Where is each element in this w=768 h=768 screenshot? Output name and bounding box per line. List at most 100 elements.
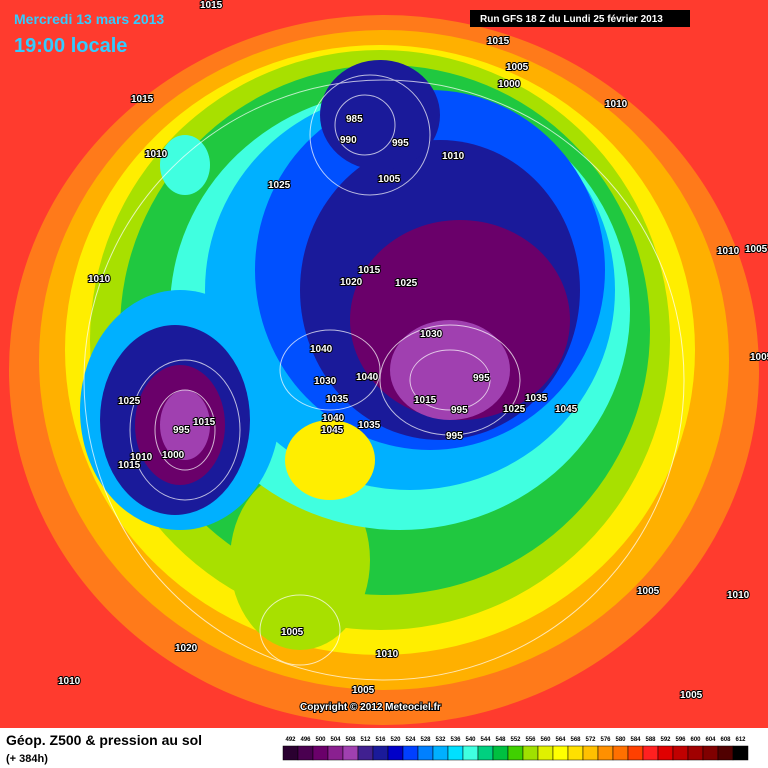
scale-swatch: [432, 745, 449, 761]
scale-swatch: [552, 745, 569, 761]
scale-swatch: [732, 745, 749, 761]
isobar-label: 1015: [487, 36, 510, 47]
scale-label: 528: [420, 737, 431, 743]
isobar-label: 1025: [503, 404, 526, 415]
scale-label: 564: [555, 737, 566, 743]
scale-label: 512: [360, 737, 371, 743]
legend-lead: (+ 384h): [6, 753, 48, 765]
scale-swatch: [402, 745, 419, 761]
scale-swatch: [582, 745, 599, 761]
isobar-label: 1045: [321, 425, 344, 436]
isobar-label: 1025: [118, 396, 141, 407]
isobar-label: 1010: [717, 246, 740, 257]
isobar-label: 1010: [58, 676, 81, 687]
isobar-label: 995: [446, 431, 463, 442]
scale-swatch: [567, 745, 584, 761]
scale-label: 584: [630, 737, 641, 743]
scale-swatch: [342, 745, 359, 761]
scale-label: 596: [675, 737, 686, 743]
scale-swatch: [522, 745, 539, 761]
isobar-label: 1015: [414, 395, 437, 406]
scale-label: 508: [345, 737, 356, 743]
scale-swatch: [717, 745, 734, 761]
scale-label: 592: [660, 737, 671, 743]
scale-label: 556: [525, 737, 536, 743]
isobar-label: 1005: [637, 586, 660, 597]
isobar-label: 1005: [352, 685, 375, 696]
scale-label: 504: [330, 737, 341, 743]
isobar-label: 1035: [525, 393, 548, 404]
isobar-label: 1005: [745, 244, 768, 255]
isobar-label: 1040: [310, 344, 333, 355]
isobars: [83, 74, 685, 681]
isobar-label: 1015: [131, 94, 154, 105]
scale-label: 612: [735, 737, 746, 743]
isobar-label: 1010: [130, 452, 153, 463]
isobar-label: 1025: [268, 180, 291, 191]
isobar-label: 995: [451, 405, 468, 416]
scale-swatch: [372, 745, 389, 761]
scale-swatch: [507, 745, 524, 761]
isobar-label: 1010: [605, 99, 628, 110]
scale-label: 576: [600, 737, 611, 743]
scale-swatch: [702, 745, 719, 761]
isobar-label: 1035: [326, 394, 349, 405]
scale-label: 604: [705, 737, 716, 743]
scale-label: 520: [390, 737, 401, 743]
isobar-label: 990: [340, 135, 357, 146]
isobar-label: 1000: [162, 450, 185, 461]
isobar-label: 985: [346, 114, 363, 125]
legend-title: Géop. Z500 & pression au sol: [6, 732, 202, 748]
scale-swatch: [612, 745, 629, 761]
isobar-label: 1015: [200, 0, 223, 11]
isobar-label: 1015: [193, 417, 216, 428]
scale-swatch: [282, 745, 299, 761]
scale-swatch: [462, 745, 479, 761]
scale-label: 580: [615, 737, 626, 743]
scale-swatch: [642, 745, 659, 761]
isobar-label: 995: [392, 138, 409, 149]
scale-label: 608: [720, 737, 731, 743]
isobar-label: 1020: [340, 277, 363, 288]
isobar-label: 1005: [281, 627, 304, 638]
scale-swatch: [477, 745, 494, 761]
scale-label: 496: [300, 737, 311, 743]
scale-swatch: [657, 745, 674, 761]
copyright: Copyright © 2012 Meteociel.fr: [300, 702, 441, 713]
scale-label: 600: [690, 737, 701, 743]
scale-swatch: [387, 745, 404, 761]
isobar-label: 1010: [442, 151, 465, 162]
scale-label: 552: [510, 737, 521, 743]
scale-swatch: [357, 745, 374, 761]
scale-swatch: [492, 745, 509, 761]
isobar-label: 1005: [680, 690, 703, 701]
isobar-label: 1025: [395, 278, 418, 289]
run-text: Run GFS 18 Z du Lundi 25 février 2013: [480, 14, 663, 25]
scale-label: 492: [285, 737, 296, 743]
scale-swatch: [597, 745, 614, 761]
scale-label: 588: [645, 737, 656, 743]
scale-label: 540: [465, 737, 476, 743]
isobar-label: 1005: [506, 62, 529, 73]
isobar-label: 1020: [175, 643, 198, 654]
isobar-label: 1000: [498, 79, 521, 90]
scale-label: 524: [405, 737, 416, 743]
isobar-label: 1010: [727, 590, 750, 601]
isobar-label: 1040: [356, 372, 379, 383]
isobar-label: 995: [473, 373, 490, 384]
isobar-label: 1010: [145, 149, 168, 160]
isobar-label: 1015: [118, 460, 141, 471]
scale-label: 560: [540, 737, 551, 743]
scale-label: 544: [480, 737, 491, 743]
scale-swatch: [537, 745, 554, 761]
isobar-label: 1015: [358, 265, 381, 276]
scale-swatch: [672, 745, 689, 761]
isobar-label: 1035: [358, 420, 381, 431]
isobar-label: 1010: [88, 274, 111, 285]
isobar-label: 1005: [750, 352, 768, 363]
scale-label: 500: [315, 737, 326, 743]
isobar-label: 1010: [376, 649, 399, 660]
isobar-label: 1030: [420, 329, 443, 340]
scale-swatch: [447, 745, 464, 761]
